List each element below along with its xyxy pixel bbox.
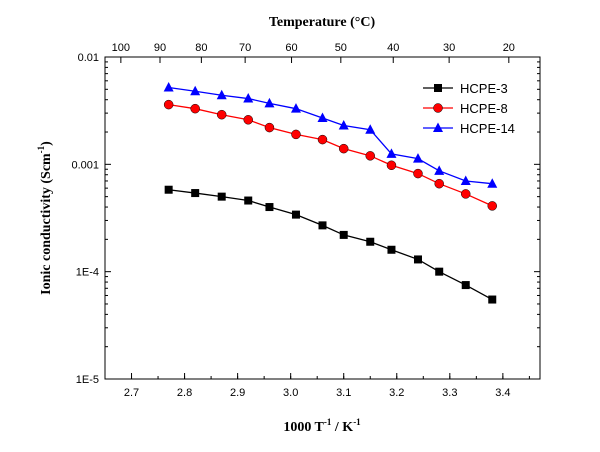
data-point-hcpe-8: [434, 178, 444, 189]
data-point-hcpe-8: [413, 168, 423, 179]
data-point-hcpe-14: [338, 120, 349, 130]
x-tick-label: 3.3: [442, 387, 457, 399]
x-tick-label: 3.2: [389, 387, 404, 399]
top-tick-label: 30: [443, 42, 455, 54]
x-axis-title: 1000 T-1 / K-1: [283, 417, 361, 435]
series-line-hcpe-14: [168, 86, 493, 185]
y-tick-label: 1E-4: [76, 267, 99, 279]
legend-marker-hcpe-3: [434, 84, 442, 92]
data-point-hcpe-8: [317, 134, 328, 145]
data-point-hcpe-3: [461, 281, 470, 290]
data-point-hcpe-8: [264, 122, 275, 133]
data-point-hcpe-8: [487, 201, 498, 211]
data-point-hcpe-3: [488, 295, 497, 304]
x-axis-title-suffix: / K: [331, 420, 353, 435]
series-layer: [163, 81, 498, 304]
y-tick-label: 0.001: [71, 159, 99, 171]
top-tick-label: 70: [239, 42, 251, 54]
y-axis: 1E-5 1E-4 0.001 0.01: [71, 52, 540, 386]
data-point-hcpe-14: [365, 124, 376, 134]
data-point-hcpe-14: [290, 103, 301, 113]
y-tick-label: 0.01: [78, 52, 99, 64]
legend-label-hcpe-3: HCPE-3: [460, 81, 508, 96]
data-point-hcpe-3: [413, 255, 422, 264]
data-point-hcpe-14: [190, 85, 201, 96]
x-tick-label: 3.0: [283, 387, 298, 399]
data-point-hcpe-3: [164, 185, 173, 194]
legend-label-hcpe-8: HCPE-8: [460, 101, 508, 116]
legend: HCPE-3 HCPE-8 HCPE-14: [423, 81, 515, 136]
top-axis-title: Temperature (°C): [269, 15, 376, 30]
data-point-hcpe-8: [243, 115, 253, 125]
data-point-hcpe-8: [216, 109, 227, 120]
data-point-hcpe-8: [460, 189, 471, 199]
y-axis-title-sup: -1: [36, 145, 46, 153]
data-point-hcpe-14: [243, 93, 254, 103]
data-point-hcpe-8: [163, 99, 174, 110]
x-axis-title-sup: -1: [324, 417, 332, 427]
data-point-hcpe-14: [317, 112, 328, 123]
top-tick-label: 80: [195, 42, 207, 54]
data-point-hcpe-14: [434, 165, 445, 175]
data-point-hcpe-14: [460, 175, 471, 185]
data-point-hcpe-8: [291, 129, 301, 140]
data-point-hcpe-8: [365, 151, 375, 161]
x-tick-label: 3.1: [336, 387, 351, 399]
top-tick-label: 40: [387, 42, 399, 54]
x-tick-label: 2.9: [230, 387, 245, 399]
data-point-hcpe-3: [387, 245, 396, 254]
series-line-hcpe-3: [168, 189, 493, 301]
x-tick-label: 2.8: [177, 387, 192, 399]
y-axis-title-main: Ionic conductivity (Scm: [39, 153, 54, 295]
x-tick-label: 2.7: [124, 387, 139, 399]
x-tick-label: 3.4: [495, 387, 510, 399]
y-axis-title-suffix: ): [39, 141, 54, 146]
data-point-hcpe-3: [191, 189, 200, 198]
x-axis-title-suffix-sup: -1: [353, 417, 361, 427]
data-point-hcpe-14: [264, 97, 275, 108]
top-tick-label: 90: [154, 42, 166, 54]
data-point-hcpe-3: [244, 196, 253, 205]
y-axis-title: Ionic conductivity (Scm-1): [36, 141, 54, 295]
data-point-hcpe-8: [338, 143, 349, 154]
data-point-hcpe-3: [217, 192, 226, 201]
data-point-hcpe-3: [265, 203, 274, 212]
top-axis: 100 90 80 70 60 50 40 30 20: [112, 42, 515, 63]
data-point-hcpe-8: [190, 103, 200, 114]
top-tick-label: 20: [503, 42, 515, 54]
data-point-hcpe-14: [163, 81, 174, 92]
data-point-hcpe-3: [435, 267, 444, 276]
top-tick-label: 100: [112, 42, 130, 54]
data-point-hcpe-8: [386, 160, 397, 171]
x-axis: 2.7 2.8 2.9 3.0 3.1 3.2 3.3 3.4: [124, 373, 530, 399]
data-point-hcpe-14: [412, 153, 423, 163]
plot-frame: [104, 56, 541, 380]
data-point-hcpe-14: [216, 89, 227, 100]
y-tick-label: 1E-5: [76, 374, 99, 386]
top-tick-label: 50: [335, 42, 347, 54]
data-point-hcpe-14: [487, 178, 498, 188]
data-point-hcpe-3: [339, 230, 348, 239]
data-point-hcpe-3: [291, 210, 300, 219]
top-tick-label: 60: [285, 42, 297, 54]
legend-marker-hcpe-8: [433, 103, 443, 113]
data-point-hcpe-14: [386, 148, 397, 158]
legend-marker-hcpe-14: [433, 122, 443, 132]
data-point-hcpe-3: [366, 237, 375, 246]
legend-label-hcpe-14: HCPE-14: [460, 121, 515, 136]
data-point-hcpe-3: [318, 221, 327, 230]
series-line-hcpe-8: [168, 103, 493, 207]
x-axis-title-main: 1000 T: [283, 420, 324, 435]
